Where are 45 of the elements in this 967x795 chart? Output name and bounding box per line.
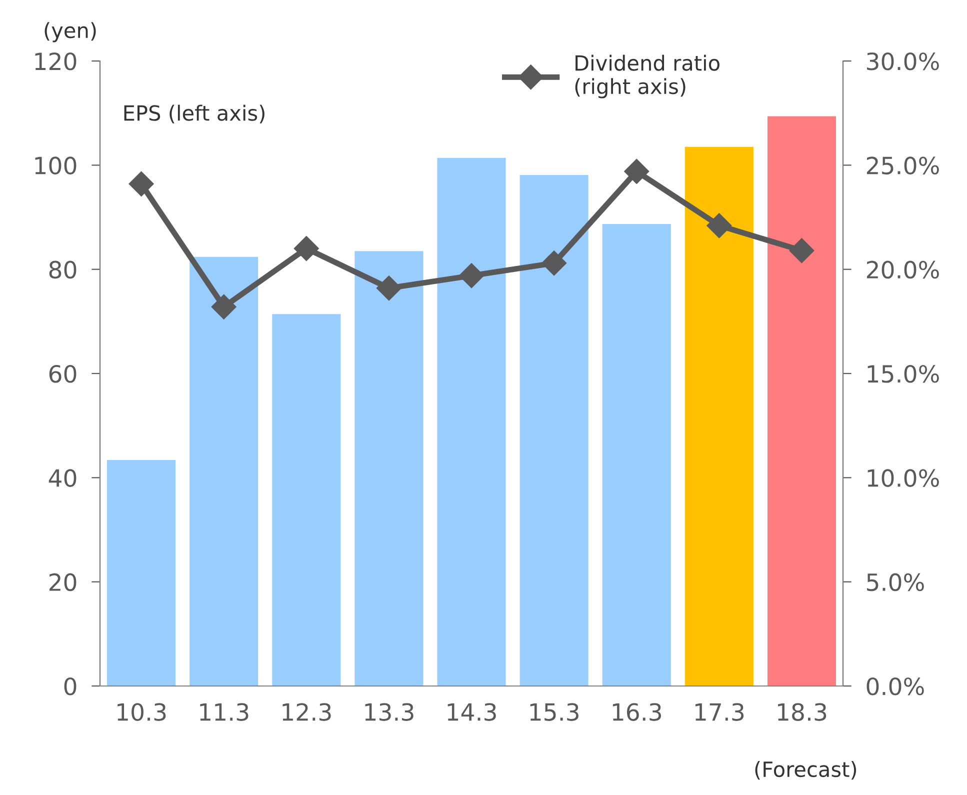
y2-tick-label: 30.0%	[867, 52, 939, 70]
bar	[684, 146, 754, 686]
y2-tick-label: 0.0%	[866, 677, 924, 696]
bar	[767, 116, 836, 686]
point	[294, 236, 319, 261]
y2-tick-label: 20.0%	[866, 260, 939, 279]
x-tick-label: 11.3	[200, 703, 248, 721]
legend-label: Dividend ratio (right axis)	[575, 54, 720, 98]
y2-tick-label: 25.0%	[866, 156, 939, 174]
y2-tick-label: 15.0%	[868, 364, 939, 383]
point	[542, 250, 567, 276]
point	[376, 276, 402, 301]
x-tick-label: 17.3	[695, 703, 744, 721]
bar	[354, 251, 424, 686]
bar	[520, 175, 588, 686]
y-tick-label: 0	[64, 677, 76, 696]
y-tick-label: 80	[49, 260, 76, 279]
y-tick-label: 20	[49, 573, 76, 592]
y-axis-title: (yen)	[44, 22, 96, 42]
x-tick-label: 10.3	[118, 703, 166, 721]
point	[624, 158, 650, 184]
point	[128, 171, 154, 196]
y2-tick-label: 10.0%	[868, 469, 939, 487]
text: (Forecast)	[755, 761, 856, 780]
bar	[437, 158, 506, 686]
bar	[272, 314, 341, 686]
x-tick-label: 18.3	[778, 703, 826, 721]
bar	[602, 224, 671, 686]
y-tick-label: 100	[35, 156, 76, 174]
y-tick-label: 60	[49, 364, 76, 383]
bar	[190, 256, 258, 686]
x-tick-label: 12.3	[282, 703, 331, 721]
x-tick-label: 13.3	[365, 703, 414, 721]
point	[789, 238, 814, 264]
bar	[107, 460, 176, 686]
y-tick-label: 40	[48, 469, 76, 487]
point	[211, 294, 236, 320]
y2-tick-label: 5.0%	[867, 573, 924, 592]
point	[459, 263, 484, 288]
x-tick-label: 15.3	[530, 703, 578, 721]
point	[706, 213, 732, 238]
x-tick-label: 14.3	[448, 703, 496, 721]
y-tick-label: 120	[35, 52, 76, 70]
annotation: EPS (left axis)	[124, 104, 264, 124]
x-tick-label: 16.3	[612, 703, 662, 721]
